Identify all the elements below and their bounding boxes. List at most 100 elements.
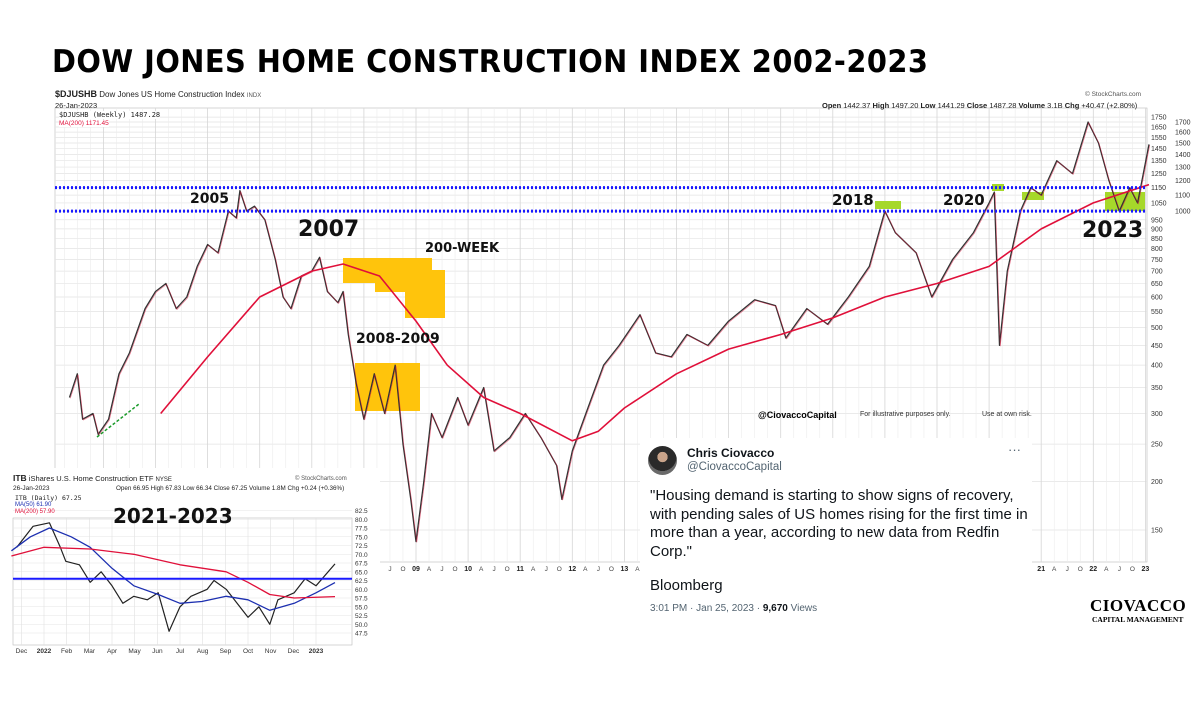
y-tick-label: 1200 — [1175, 178, 1191, 185]
y-tick-label: 900 — [1151, 226, 1163, 233]
y-tick-label: 150 — [1151, 528, 1163, 535]
y-tick-label: 1700 — [1175, 119, 1191, 126]
y-tick-label: 1100 — [1175, 193, 1190, 200]
annotation-2020: 2020 — [943, 191, 985, 209]
y-tick-label: 1250 — [1151, 171, 1167, 178]
main-exchange: INDX — [246, 93, 262, 99]
inset-x-tick-label: Dec — [288, 648, 300, 655]
itb-price-line — [16, 522, 336, 632]
tweet-views-label: Views — [787, 603, 818, 614]
inset-grid — [12, 510, 353, 646]
inset-x-tick-label: May — [128, 648, 141, 655]
annotation-2018: 2018 — [832, 191, 874, 209]
yellow-box-200-week — [343, 258, 445, 318]
x-tick-label-month: J — [1066, 566, 1069, 573]
main-series-label: $DJUSHB (Weekly) 1487.28 — [59, 111, 161, 119]
annotation-2007: 2007 — [298, 217, 360, 242]
tweet-author-handle[interactable]: @CiovaccoCapital — [687, 461, 782, 473]
inset-y-tick-label: 67.5 — [355, 561, 368, 568]
inset-x-tick-label: Sep — [220, 648, 232, 655]
price-series-down-shade — [70, 121, 1151, 543]
y-tick-label: 1450 — [1151, 146, 1167, 153]
inset-y-tick-label: 50.0 — [355, 622, 368, 629]
inset-y-tick-label: 47.5 — [355, 631, 368, 638]
tweet-card[interactable]: Chris Ciovacco @CiovaccoCapital ··· "Hou… — [640, 438, 1032, 614]
y-tick-label: 1600 — [1175, 130, 1191, 137]
inset-y-tick-label: 55.0 — [355, 604, 368, 611]
inset-exchange: NYSE — [155, 477, 172, 483]
green-trendline — [96, 403, 140, 438]
main-source: © StockCharts.com — [1085, 91, 1142, 98]
x-tick-label-month: A — [1104, 566, 1109, 573]
x-tick-label-year: 22 — [1089, 566, 1097, 573]
inset-x-tick-label: 2023 — [309, 648, 324, 655]
inset-symbol: ITB — [13, 473, 27, 483]
y-tick-label: 1500 — [1175, 141, 1191, 148]
ma200-line — [160, 183, 1150, 442]
volume-label: Volume — [1018, 101, 1046, 110]
tweet-author-name[interactable]: Chris Ciovacco — [687, 446, 775, 460]
y-tick-label: 500 — [1151, 325, 1163, 332]
more-horizontal-icon[interactable]: ··· — [1008, 442, 1021, 457]
inset-y-tick-label: 52.5 — [355, 613, 368, 620]
green-box-2020b — [1022, 192, 1044, 200]
close-value: 1487.28 — [989, 101, 1017, 110]
y-tick-label: 1150 — [1151, 185, 1166, 192]
x-tick-label-month: O — [505, 566, 510, 573]
inset-y-tick-label: 82.5 — [355, 508, 368, 515]
inset-y-tick-label: 77.5 — [355, 526, 368, 533]
x-tick-label-month: A — [479, 566, 484, 573]
y-tick-label: 950 — [1151, 217, 1163, 224]
inset-source: © StockCharts.com — [295, 476, 347, 482]
tweet-time[interactable]: 3:01 PM · Jan 25, 2023 · — [650, 603, 763, 614]
ma200-line — [11, 546, 336, 599]
x-tick-label-month: O — [1130, 566, 1135, 573]
inset-y-tick-label: 80.0 — [355, 517, 368, 524]
avatar[interactable] — [648, 446, 677, 475]
main-series — [68, 121, 1151, 543]
y-tick-label: 850 — [1151, 236, 1163, 243]
x-tick-label-year: 12 — [568, 566, 576, 573]
y-tick-label: 1350 — [1151, 158, 1167, 165]
watermark-disclaimer-1: For illustrative purposes only. — [860, 411, 951, 418]
x-tick-label-month: O — [557, 566, 562, 573]
y-tick-label: 1000 — [1175, 209, 1191, 216]
inset-plot-area — [12, 517, 353, 646]
x-tick-label-month: J — [388, 566, 391, 573]
x-tick-label-month: J — [597, 566, 600, 573]
inset-axis: 82.5 80.0 77.575.0 72.5 70.0 67.565.0 62.5 60.0… — [16, 508, 368, 655]
high-value: 1497.20 — [891, 101, 919, 110]
y-tick-label: 350 — [1151, 385, 1163, 392]
inset-x-tick-label: Feb — [61, 648, 73, 655]
x-tick-label-month: A — [427, 566, 432, 573]
chg-label: Chg — [1064, 101, 1080, 110]
y-tick-label: 300 — [1151, 411, 1163, 418]
inset-x-tick-label: Apr — [107, 648, 118, 655]
inset-y-tick-label: 72.5 — [355, 543, 368, 550]
main-date: 26-Jan-2023 — [55, 101, 98, 110]
highlight-boxes — [343, 184, 1145, 411]
inset-series-label: ITB (Daily) 67.25 — [15, 494, 82, 502]
x-tick-label-month: A — [635, 566, 640, 573]
logo-capital-management: CAPITAL MANAGEMENT — [1092, 615, 1184, 624]
ma50-line — [11, 527, 336, 611]
inset-ma200-label: MA(200) 57.90 — [15, 509, 55, 515]
inset-x-tick-label: Mar — [84, 648, 96, 655]
inset-x-tick-label: Oct — [243, 648, 253, 655]
tweet-quote: "Housing demand is starting to show sign… — [650, 487, 1028, 560]
inset-y-tick-label: 65.0 — [355, 569, 368, 576]
open-value: 1442.37 — [843, 101, 871, 110]
low-value: 1441.29 — [937, 101, 965, 110]
y-tick-label: 600 — [1151, 295, 1163, 302]
inset-x-tick-label: Nov — [265, 648, 277, 655]
page-title: DOW JONES HOME CONSTRUCTION INDEX 2002-2… — [52, 44, 929, 80]
inset-series — [11, 522, 336, 632]
inset-x-tick-label: 2022 — [37, 648, 52, 655]
y-tick-label: 750 — [1151, 257, 1163, 264]
annotation-2008-2009: 2008-2009 — [356, 331, 440, 347]
inset-ohlc: Open 66.95 High 67.83 Low 66.34 Close 67… — [116, 485, 345, 492]
chg-value: +40.47 (+2.80%) — [1081, 101, 1138, 110]
green-box-2020a — [992, 184, 1004, 191]
open-label: Open — [822, 101, 842, 110]
inset-x-tick-label: Jun — [152, 648, 163, 655]
